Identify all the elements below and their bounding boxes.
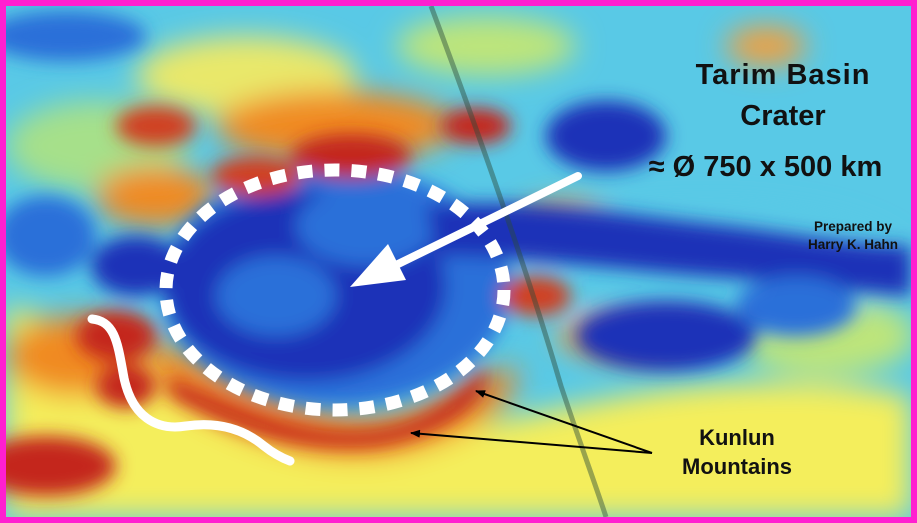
gravity-anomaly-map [6,6,911,517]
kunlun-label-line-2: Mountains [682,454,792,479]
credit-line-1: Prepared by [813,219,893,234]
kunlun-arrow-upper [475,390,653,454]
crater-dimension-label: ≈ Ø 750 x 500 km [648,151,883,183]
mountain-front-line [87,314,295,466]
title-line-1: Tarim Basin [695,59,871,91]
crater-pointer-arrow [390,172,582,270]
credit-line-2: Harry K. Hahn [807,237,899,252]
fault-line [428,6,609,517]
crater-outline [159,163,511,417]
kunlun-label-line-1: Kunlun [699,425,775,450]
anomaly-detail [6,11,911,496]
kunlun-arrow-lower [410,429,653,454]
crater-pointer-arrowhead [350,244,406,287]
title-line-2: Crater [740,100,826,132]
